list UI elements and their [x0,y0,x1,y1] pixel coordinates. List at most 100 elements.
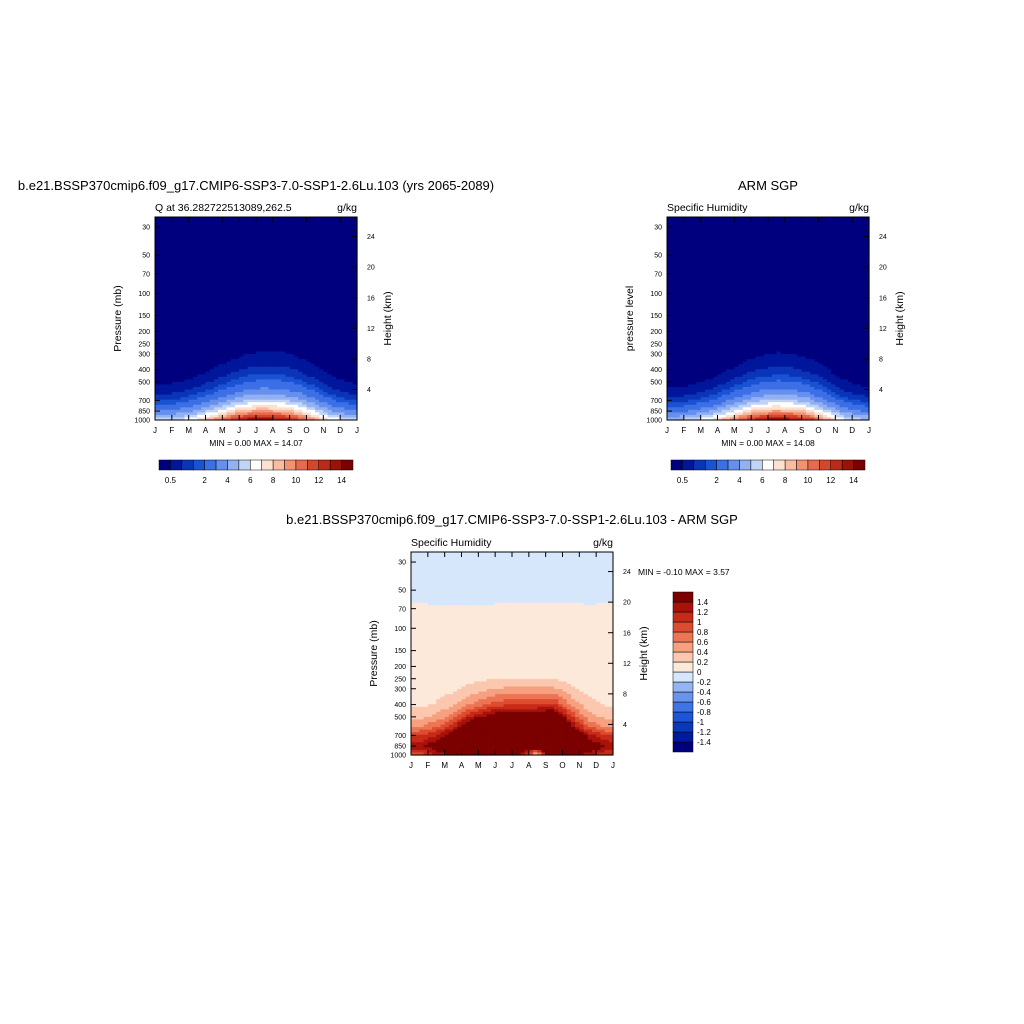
field-cell [746,217,752,221]
field-cell [272,417,278,421]
field-cell [688,270,693,274]
field-cell [826,232,832,236]
field-cell [293,265,299,269]
field-cell [340,318,345,322]
field-cell [310,404,316,408]
field-cell [310,270,316,274]
field-cell [335,341,341,345]
field-cell [298,351,303,355]
field-cell [218,356,223,360]
field-cell [860,267,866,271]
field-cell [230,366,236,370]
field-cell [789,237,794,241]
field-cell [285,280,291,284]
field-cell [226,392,232,396]
field-cell [293,272,299,276]
field-cell [268,323,274,327]
field-cell [344,379,350,383]
field-cell [268,318,274,322]
field-cell [218,364,223,368]
field-cell [163,255,169,259]
field-cell [713,234,719,238]
field-cell [763,229,769,233]
field-cell [293,227,299,231]
field-cell [717,265,723,269]
field-cell [738,224,744,228]
field-cell [302,402,308,406]
field-cell [268,394,274,398]
field-cell [260,374,266,378]
field-cell [289,267,295,271]
field-cell [209,409,215,413]
field-cell [335,249,341,254]
field-cell [218,384,223,388]
field-cell [230,247,236,251]
field-cell [205,260,211,264]
field-cell [184,277,190,282]
field-cell [192,404,198,408]
field-cell [205,313,211,317]
field-cell [331,270,337,274]
field-cell [247,351,253,355]
field-cell [277,239,282,243]
field-cell [209,356,215,360]
field-cell [730,227,735,231]
field-cell [260,348,266,353]
field-cell [218,341,223,345]
field-cell [784,262,790,266]
field-cell [293,237,299,241]
field-cell [264,333,270,337]
field-cell [218,255,223,259]
field-cell [826,267,832,271]
field-cell [222,404,228,408]
field-cell [188,295,194,299]
field-cell [352,310,358,315]
field-cell [264,265,270,269]
field-cell [176,249,181,254]
field-cell [352,417,358,421]
field-cell [155,354,160,358]
field-cell [218,387,223,391]
field-cell [713,267,719,271]
field-cell [226,412,232,416]
field-cell [344,394,350,398]
field-cell [281,239,287,243]
field-cell [268,364,274,368]
field-cell [167,417,173,421]
field-cell [192,328,198,332]
field-cell [323,257,329,261]
field-cell [285,275,291,279]
field-cell [696,249,702,254]
field-cell [188,321,194,325]
field-cell [171,381,177,386]
field-cell [188,341,194,345]
field-cell [213,265,219,269]
field-cell [256,244,261,249]
field-cell [780,255,786,259]
field-cell [281,387,287,391]
field-cell [831,267,836,271]
field-cell [272,232,278,236]
field-cell [155,407,160,411]
obs-left-label: Specific Humidity [667,202,748,214]
field-cell [776,217,782,221]
field-cell [289,336,295,340]
field-cell [298,315,303,320]
field-cell [335,242,341,246]
field-cell [692,234,698,238]
field-cell [692,257,698,261]
field-cell [742,237,748,241]
field-cell [256,234,261,238]
field-cell [234,234,240,238]
field-cell [226,402,232,406]
field-cell [230,234,236,238]
field-cell [310,374,316,378]
field-cell [826,224,832,228]
field-cell [323,300,329,304]
field-cell [772,217,778,221]
field-cell [340,244,345,249]
field-cell [298,229,303,233]
field-cell [344,310,350,315]
field-cell [323,267,329,271]
field-cell [293,369,299,373]
